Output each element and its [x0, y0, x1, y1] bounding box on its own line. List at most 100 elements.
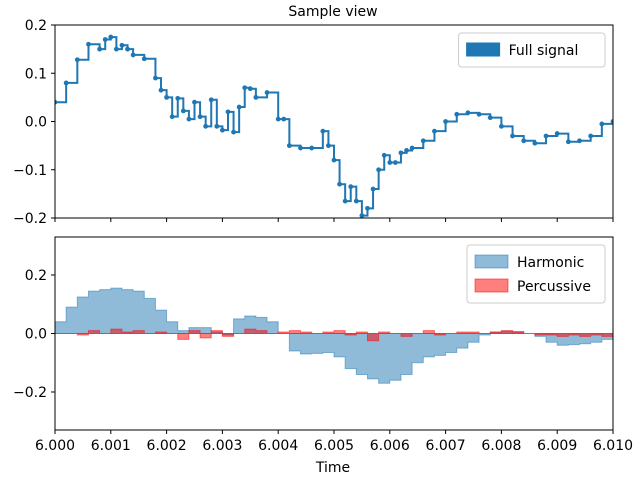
legend-box [458, 32, 606, 68]
data-point [74, 57, 80, 63]
data-point [175, 95, 181, 101]
data-point [169, 114, 175, 120]
data-point [186, 116, 192, 122]
series-full-signal-line [55, 36, 613, 217]
plot-area [55, 34, 613, 218]
data-point [554, 131, 560, 136]
data-point [353, 198, 359, 204]
data-point [510, 133, 515, 139]
data-point [320, 128, 326, 134]
legend-label: Harmonic [517, 255, 584, 271]
data-point [180, 108, 186, 114]
data-point [337, 181, 342, 187]
data-point [197, 114, 203, 120]
data-point [281, 116, 287, 122]
data-point [465, 110, 471, 116]
x-tick-label: 6.006 [370, 438, 410, 454]
data-point [220, 127, 225, 133]
y-tick-label: −0.2 [13, 211, 47, 227]
data-point [225, 109, 231, 115]
data-point [298, 145, 303, 151]
data-point [409, 145, 415, 151]
y-tick-label: 0.0 [25, 327, 47, 343]
data-point [119, 42, 125, 48]
data-point [348, 184, 354, 190]
data-point [125, 46, 130, 52]
data-point [164, 94, 170, 100]
x-tick-label: 6.005 [314, 438, 354, 454]
data-point [208, 97, 214, 103]
plot-area [55, 287, 613, 384]
data-point [286, 143, 292, 149]
x-tick-label: 6.007 [426, 438, 466, 454]
data-point [326, 143, 331, 149]
data-point [443, 119, 448, 124]
data-point [476, 111, 482, 117]
data-point [153, 75, 158, 81]
data-point [381, 152, 387, 158]
legend: Full signal [458, 32, 606, 68]
x-tick-label: 6.010 [593, 438, 633, 454]
data-point [588, 133, 594, 139]
y-tick-label: −0.2 [13, 385, 47, 401]
x-tick-label: 6.009 [537, 438, 577, 454]
data-point [487, 115, 493, 121]
data-point [376, 167, 382, 173]
data-point [97, 46, 103, 52]
data-point [565, 139, 571, 145]
data-point [102, 37, 108, 42]
x-tick-label: 6.001 [91, 438, 131, 454]
data-point [55, 99, 58, 105]
top-subplot: −0.2 −0.1 0.0 0.1 0.2 Full signal [13, 18, 614, 227]
data-point [454, 111, 460, 117]
data-point [365, 205, 370, 211]
y-tick-label: 0.1 [25, 66, 47, 82]
data-point [398, 150, 404, 156]
data-point [404, 148, 409, 153]
data-point [192, 99, 197, 105]
data-point [158, 87, 164, 93]
data-point [521, 138, 527, 144]
x-axis-label: Time [315, 460, 350, 476]
data-point [108, 34, 114, 40]
x-tick-label: 6.008 [481, 438, 521, 454]
x-tick-label: 6.004 [258, 438, 298, 454]
data-point [141, 56, 147, 62]
series-percussive-area [55, 328, 613, 342]
data-point [543, 133, 549, 139]
y-tick-label: 0.0 [25, 115, 47, 131]
legend: Harmonic Percussive [466, 244, 606, 304]
chart-title: Sample view [288, 4, 377, 20]
data-point [370, 186, 376, 192]
legend-label: Full signal [509, 43, 579, 59]
bottom-subplot: −0.2 0.0 0.2 6.000 6.001 6.002 6.003 6.004 6.005… [13, 236, 633, 454]
data-point [275, 116, 281, 122]
legend-swatch [474, 278, 509, 293]
x-tick-label: 6.000 [35, 438, 75, 454]
data-point [247, 86, 253, 92]
data-point [86, 41, 91, 47]
legend-swatch [474, 254, 509, 269]
data-point [231, 129, 236, 135]
data-point [242, 85, 248, 91]
data-point [387, 160, 393, 165]
data-point [432, 128, 437, 134]
data-point [392, 160, 398, 165]
data-point [610, 119, 613, 124]
data-point [236, 104, 242, 110]
data-point [599, 121, 605, 127]
y-tick-label: 0.2 [25, 268, 47, 284]
data-point [203, 123, 209, 129]
data-point [420, 138, 426, 144]
data-point [113, 46, 119, 52]
data-point [499, 123, 504, 129]
data-point [532, 140, 538, 146]
data-point [214, 123, 220, 129]
legend-label: Percussive [517, 279, 591, 295]
data-point [309, 145, 315, 151]
x-tick-label: 6.002 [147, 438, 187, 454]
y-tick-label: −0.1 [13, 163, 47, 179]
data-point [577, 138, 582, 144]
data-point [264, 90, 270, 95]
